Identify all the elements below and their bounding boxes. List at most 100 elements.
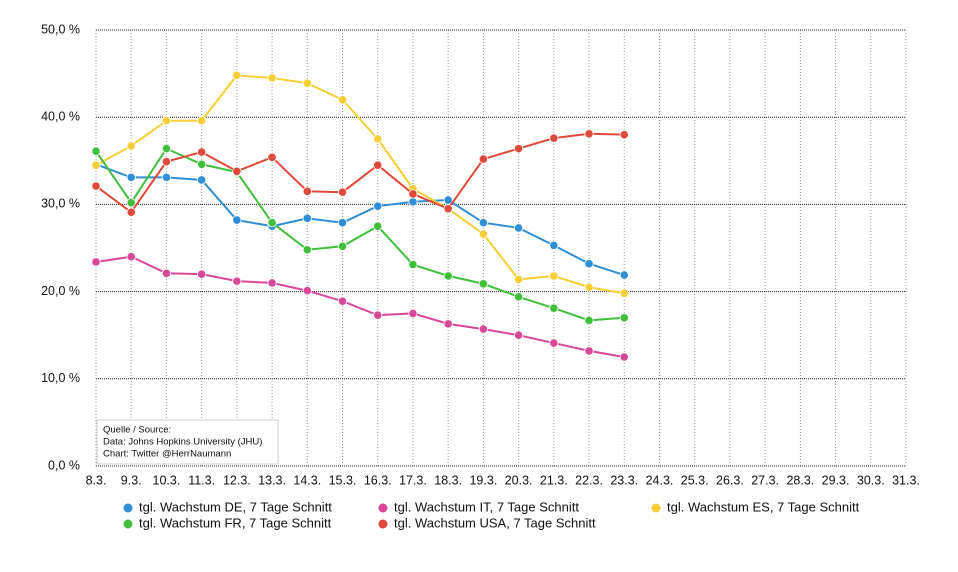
data-point — [267, 152, 277, 162]
x-tick-label: 18.3. — [434, 473, 462, 487]
data-point — [584, 129, 594, 139]
data-point — [126, 172, 136, 182]
data-point — [619, 288, 629, 298]
data-point — [232, 215, 242, 225]
data-point — [619, 352, 629, 362]
y-tick-label: 30,0 % — [41, 197, 80, 211]
legend-label: tgl. Wachstum DE, 7 Tage Schnitt — [139, 499, 332, 514]
data-point — [337, 95, 348, 105]
data-point — [584, 346, 594, 356]
x-tick-label: 30.3. — [857, 473, 885, 487]
legend-marker — [123, 503, 133, 513]
data-point — [337, 218, 348, 228]
x-tick-label: 10.3. — [153, 473, 181, 487]
series-line — [95, 74, 625, 295]
data-point — [478, 218, 488, 228]
x-tick-label: 13.3. — [258, 473, 286, 487]
data-point — [267, 278, 277, 288]
note-box — [96, 419, 279, 465]
legend-label: tgl. Wachstum USA, 7 Tage Schnitt — [394, 515, 596, 530]
x-tick-label: 11.3. — [188, 473, 215, 487]
x-tick-label: 20.3. — [505, 473, 533, 487]
data-point — [584, 315, 594, 325]
data-point — [126, 141, 136, 151]
y-tick-label: 10,0 % — [41, 371, 80, 385]
series-line — [95, 147, 625, 322]
data-point — [373, 160, 383, 170]
data-point — [197, 116, 207, 126]
data-point — [408, 308, 418, 318]
x-tick-label: 8.3. — [86, 473, 107, 487]
y-tick-label: 20,0 % — [41, 284, 80, 298]
data-point — [443, 319, 453, 329]
x-tick-label: 16.3. — [364, 473, 392, 487]
x-tick-label: 14.3. — [293, 473, 321, 487]
data-point — [408, 189, 418, 199]
x-tick-label: 28.3. — [786, 473, 814, 487]
data-point — [337, 187, 348, 197]
data-point — [232, 276, 242, 286]
data-point — [514, 143, 524, 154]
data-point — [91, 257, 101, 267]
data-point — [197, 269, 207, 279]
note-text: Quelle / Source: — [103, 425, 171, 436]
data-point — [197, 175, 207, 185]
data-point — [408, 197, 418, 207]
data-point — [126, 207, 136, 217]
data-point — [302, 286, 312, 296]
data-point — [443, 204, 453, 214]
data-point — [584, 282, 594, 292]
data-point — [161, 268, 172, 278]
data-point — [619, 313, 629, 323]
data-point — [91, 181, 101, 191]
x-tick-label: 25.3. — [681, 473, 709, 487]
x-tick-label: 12.3. — [223, 473, 251, 487]
source-note: Quelle / Source:Data: Johns Hopkins Univ… — [96, 419, 279, 465]
data-point — [373, 310, 383, 320]
data-point — [161, 157, 172, 167]
x-tick-label: 29.3. — [822, 473, 850, 487]
data-point — [232, 166, 242, 176]
note-text: Data: Johns Hopkins University (JHU) — [103, 437, 262, 448]
x-tick-label: 24.3. — [646, 473, 674, 487]
data-point — [232, 70, 242, 80]
series-line — [95, 132, 625, 214]
data-point — [514, 330, 524, 340]
data-point — [197, 159, 207, 169]
data-point — [514, 292, 524, 302]
data-point — [91, 160, 101, 170]
series-line — [95, 255, 625, 358]
data-point — [514, 223, 524, 233]
data-point — [302, 186, 312, 196]
data-point — [337, 241, 348, 251]
data-point — [337, 296, 348, 306]
data-point — [302, 213, 312, 223]
data-point — [267, 73, 277, 83]
data-point — [549, 303, 559, 313]
data-point — [514, 274, 524, 284]
series-line — [95, 163, 625, 276]
data-point — [373, 221, 383, 231]
data-point — [619, 130, 629, 140]
data-point — [267, 218, 277, 228]
y-tick-label: 50,0 % — [41, 22, 80, 36]
data-point — [126, 198, 136, 208]
data-point — [302, 245, 312, 255]
x-tick-label: 15.3. — [329, 473, 357, 487]
data-point — [478, 324, 488, 334]
legend-marker — [123, 519, 133, 529]
data-point — [478, 154, 488, 164]
data-point — [161, 172, 172, 182]
data-point — [408, 259, 418, 270]
legend-marker — [651, 503, 661, 513]
data-point — [373, 134, 383, 144]
data-point — [549, 133, 559, 143]
data-point — [549, 271, 559, 281]
data-point — [91, 146, 101, 156]
data-point — [478, 279, 488, 289]
x-tick-label: 9.3. — [121, 473, 142, 487]
x-tick-label: 22.3. — [575, 473, 603, 487]
legend-label: tgl. Wachstum ES, 7 Tage Schnitt — [667, 499, 860, 514]
legend-marker — [378, 519, 388, 529]
